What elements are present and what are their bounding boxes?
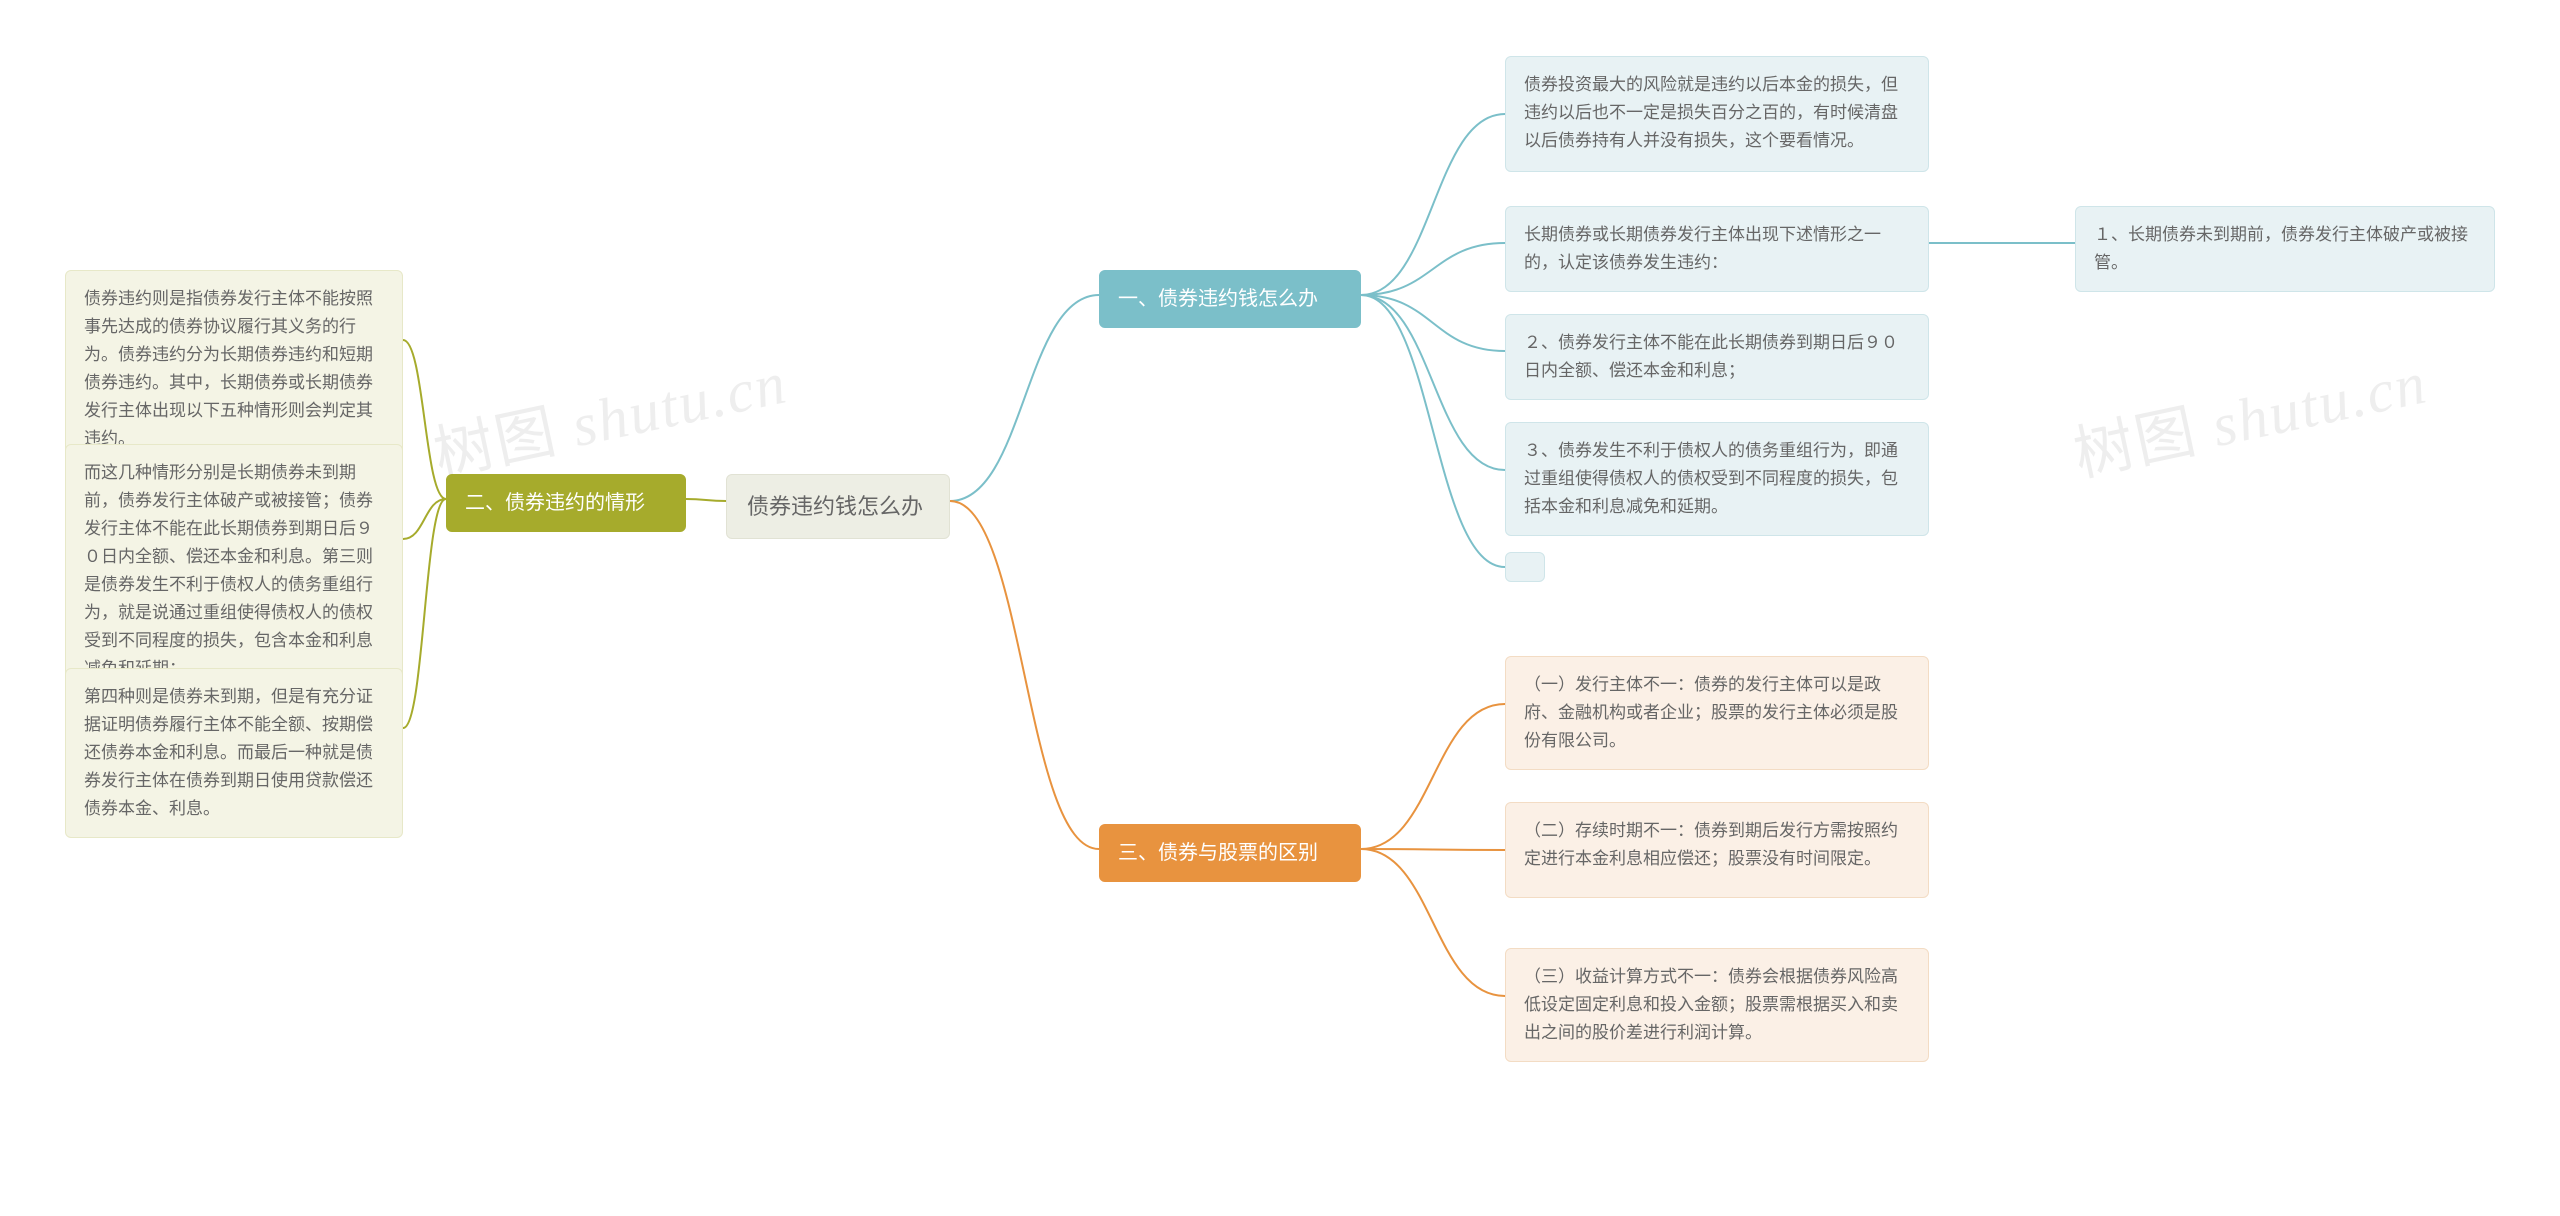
leaf-node: 长期债券或长期债券发行主体出现下述情形之一的，认定该债券发生违约： [1505, 206, 1929, 292]
leaf-node: 债券投资最大的风险就是违约以后本金的损失，但违约以后也不一定是损失百分之百的，有… [1505, 56, 1929, 172]
watermark: 树图 shutu.cn [425, 334, 794, 494]
watermark: 树图 shutu.cn [2065, 334, 2434, 494]
mindmap-container: 树图 shutu.cn树图 shutu.cn债券违约钱怎么办一、债券违约钱怎么办… [0, 0, 2560, 1216]
leaf-node: 而这几种情形分别是长期债券未到期前，债券发行主体破产或被接管；债券发行主体不能在… [65, 444, 403, 698]
leaf-node: 第四种则是债券未到期，但是有充分证据证明债券履行主体不能全额、按期偿还债券本金和… [65, 668, 403, 838]
leaf-node: （二）存续时期不一：债券到期后发行方需按照约定进行本金利息相应偿还；股票没有时间… [1505, 802, 1929, 898]
leaf-node: 债券违约则是指债券发行主体不能按照事先达成的债券协议履行其义务的行为。债券违约分… [65, 270, 403, 468]
branch-b2: 二、债券违约的情形 [446, 474, 686, 532]
branch-b1: 一、债券违约钱怎么办 [1099, 270, 1361, 328]
leaf-node: （一）发行主体不一：债券的发行主体可以是政府、金融机构或者企业；股票的发行主体必… [1505, 656, 1929, 770]
leaf-node: （三）收益计算方式不一：债券会根据债券风险高低设定固定利息和投入金额；股票需根据… [1505, 948, 1929, 1062]
leaf-node: ２、债券发行主体不能在此长期债券到期日后９０日内全额、偿还本金和利息； [1505, 314, 1929, 400]
branch-b3: 三、债券与股票的区别 [1099, 824, 1361, 882]
leaf-node: ３、债券发生不利于债权人的债务重组行为，即通过重组使得债权人的债权受到不同程度的… [1505, 422, 1929, 536]
leaf-node [1505, 552, 1545, 582]
leaf-node: １、长期债券未到期前，债券发行主体破产或被接管。 [2075, 206, 2495, 292]
root-node: 债券违约钱怎么办 [726, 474, 950, 539]
